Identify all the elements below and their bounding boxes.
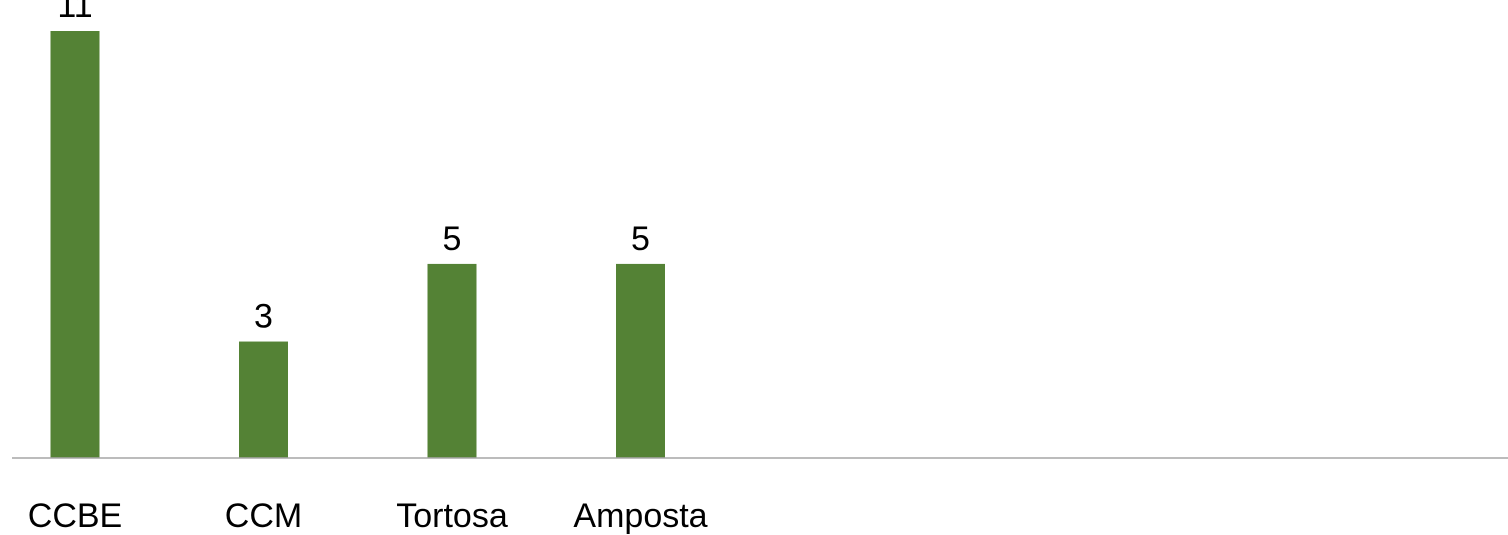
bar-ccm: [239, 341, 288, 458]
data-labels-group: 11 3 5 5: [57, 0, 650, 336]
data-label-ccm: 3: [254, 298, 273, 336]
x-tick-labels-group: CCBE CCM Tortosa Amposta: [28, 497, 708, 535]
x-tick-label-amposta: Amposta: [573, 497, 707, 535]
data-label-ccbe: 11: [57, 0, 92, 25]
data-label-tortosa: 5: [443, 220, 462, 258]
x-tick-label-ccm: CCM: [225, 497, 302, 535]
bar-ccbe: [50, 31, 100, 458]
bar-amposta: [616, 263, 665, 458]
x-tick-label-ccbe: CCBE: [28, 497, 122, 535]
x-tick-label-tortosa: Tortosa: [396, 497, 508, 535]
bar-tortosa: [427, 263, 477, 458]
bars-group: [50, 31, 665, 458]
data-label-amposta: 5: [631, 220, 650, 258]
